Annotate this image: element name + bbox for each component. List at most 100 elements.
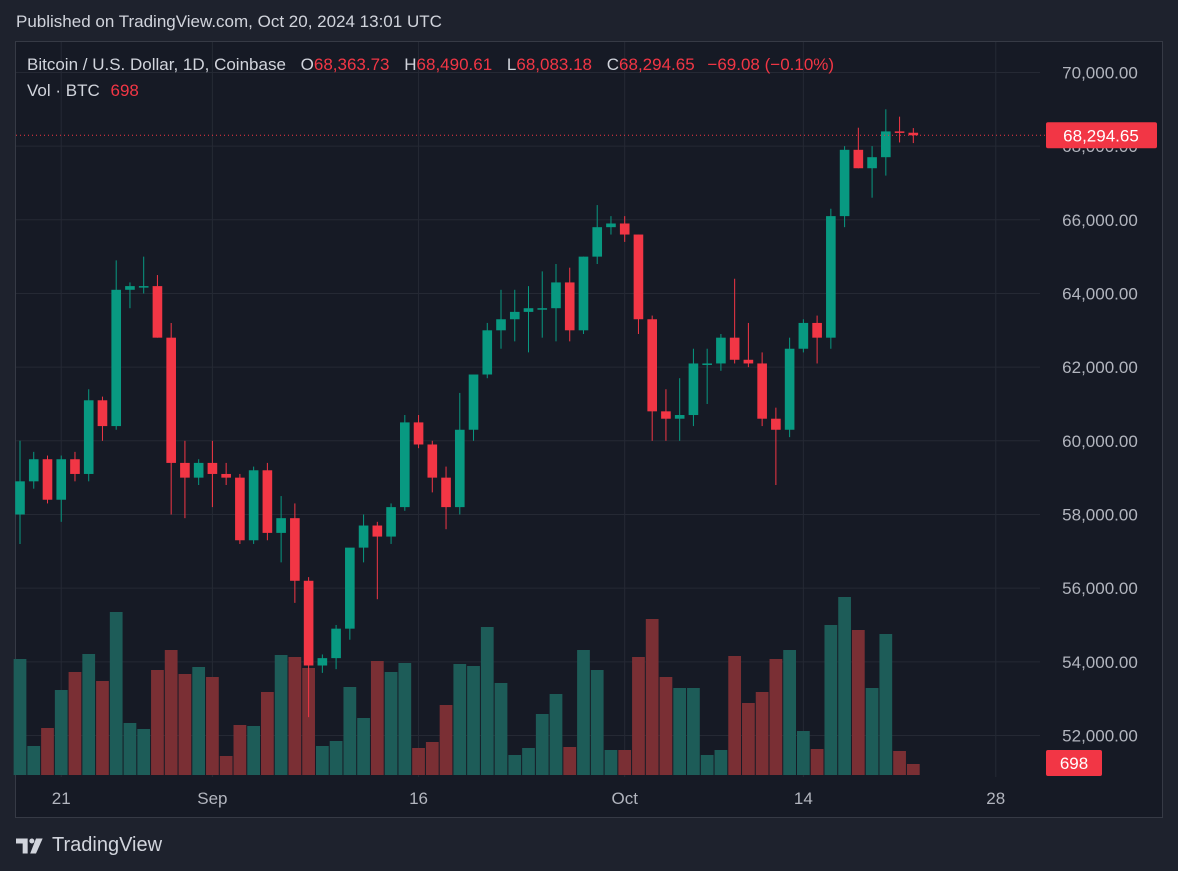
volume-bar: [673, 688, 687, 775]
volume-bar: [687, 688, 700, 775]
candle-body: [290, 518, 300, 581]
volume-bar: [109, 612, 123, 775]
volume-bar: [54, 690, 68, 775]
candle-body: [358, 525, 369, 548]
volume-bar: [590, 670, 604, 775]
candle-body: [908, 132, 919, 136]
candle-body: [853, 149, 864, 169]
time-tick-label: 28: [986, 789, 1005, 808]
volume-bar: [783, 650, 796, 775]
candle-body: [661, 411, 671, 419]
candle-body: [235, 477, 245, 541]
candle-body: [647, 319, 657, 412]
candle-body: [757, 363, 767, 419]
candle-body: [83, 400, 94, 474]
candle-body: [496, 319, 506, 331]
volume-bar: [645, 619, 659, 775]
high-key: H: [404, 55, 417, 74]
tradingview-footer[interactable]: TradingView: [16, 834, 162, 857]
candle-body: [523, 308, 534, 312]
volume-bar: [302, 668, 315, 775]
volume-bar: [27, 746, 41, 775]
volume-bar: [865, 688, 879, 775]
price-tick-label: 54,000.00: [1062, 653, 1138, 672]
volume-bar: [824, 625, 838, 775]
candle-body: [207, 462, 218, 474]
candle-body: [894, 131, 905, 133]
candles: [15, 109, 919, 718]
candle-body: [262, 470, 273, 533]
candle-body: [372, 525, 383, 537]
volume-bar: [247, 726, 261, 775]
candle-body: [221, 473, 231, 478]
volume-legend: Vol · BTC 698: [27, 81, 139, 101]
time-tick-label: Sep: [197, 789, 227, 808]
candle-body: [702, 363, 712, 365]
close-value: 68,294.65: [619, 55, 695, 74]
low-key: L: [506, 55, 517, 74]
price-tick-label: 62,000.00: [1062, 358, 1138, 377]
time-tick-label: 16: [409, 789, 428, 808]
volume-bar: [68, 672, 82, 775]
candle-body: [771, 418, 781, 430]
last-volume-label: 698: [1060, 754, 1088, 773]
high-value: 68,490.61: [416, 55, 493, 74]
candle-body: [688, 363, 699, 416]
volume-bar: [879, 634, 893, 775]
volume-bar: [728, 656, 742, 775]
volume-bar: [315, 746, 329, 775]
volume-bar: [192, 667, 206, 775]
symbol-legend: Bitcoin / U.S. Dollar, 1D, Coinbase O68,…: [27, 55, 834, 75]
candle-body: [716, 337, 726, 364]
volume-bar: [233, 725, 247, 775]
open-value: 68,363.73: [313, 55, 390, 74]
candle-body: [592, 227, 603, 257]
volume-bar: [810, 749, 824, 775]
volume-bar: [288, 657, 302, 775]
candle-body: [97, 400, 108, 427]
volume-bar: [151, 670, 164, 775]
low-value: 68,083.18: [516, 55, 593, 74]
open-key: O: [300, 55, 314, 74]
volume-bar: [412, 748, 425, 775]
volume-bar: [274, 655, 288, 775]
candle-body: [812, 322, 822, 338]
volume-bar: [219, 756, 233, 775]
candle-body: [619, 223, 630, 235]
candle-body: [881, 131, 891, 158]
candle-body: [125, 286, 135, 290]
volume-bar: [893, 751, 906, 775]
volume-bar: [123, 723, 137, 775]
candle-body: [454, 429, 465, 508]
candle-body: [400, 422, 410, 508]
volume-bar: [700, 755, 714, 775]
brand-name: TradingView: [52, 834, 163, 856]
volume-bar: [508, 755, 522, 775]
volume-bar: [439, 705, 453, 775]
candle-body: [551, 282, 561, 309]
candle-body: [386, 507, 396, 537]
volume-bar: [906, 764, 920, 775]
volume-bar: [329, 741, 343, 775]
candle-body: [482, 330, 493, 375]
volume-bar: [714, 750, 728, 775]
candle-body: [413, 422, 424, 445]
candle-body: [56, 459, 67, 500]
candle-body: [537, 308, 548, 310]
symbol-name: Bitcoin / U.S. Dollar, 1D, Coinbase: [27, 55, 286, 74]
candle-body: [303, 580, 314, 666]
volume-label: Vol · BTC: [27, 81, 100, 100]
candle-body: [729, 337, 740, 360]
last-price-label: 68,294.65: [1063, 126, 1139, 145]
candle-body: [606, 223, 616, 228]
volume-bar: [370, 661, 384, 775]
volume-bar: [357, 718, 370, 775]
candle-body: [826, 216, 836, 338]
time-tick-label: Oct: [611, 789, 638, 808]
candle-body: [276, 518, 286, 533]
volume-bar: [480, 627, 494, 775]
candle-body: [138, 286, 149, 288]
candle-body: [674, 415, 685, 419]
price-tick-label: 58,000.00: [1062, 505, 1138, 524]
